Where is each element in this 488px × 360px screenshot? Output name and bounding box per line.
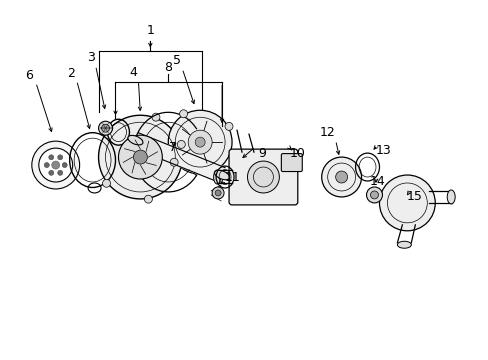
Ellipse shape	[214, 170, 229, 180]
Circle shape	[102, 124, 109, 132]
Text: 12: 12	[319, 126, 335, 139]
Ellipse shape	[128, 135, 142, 145]
Circle shape	[370, 191, 378, 199]
Text: 3: 3	[86, 51, 94, 64]
Circle shape	[32, 141, 80, 189]
Circle shape	[118, 135, 162, 179]
Ellipse shape	[397, 241, 410, 248]
Circle shape	[195, 137, 205, 147]
Circle shape	[188, 130, 212, 154]
Text: 10: 10	[289, 147, 305, 159]
Text: 7: 7	[169, 141, 177, 154]
Circle shape	[49, 155, 54, 160]
Circle shape	[179, 110, 187, 118]
Text: 9: 9	[258, 147, 265, 159]
Circle shape	[168, 110, 232, 174]
Circle shape	[366, 187, 382, 203]
Circle shape	[170, 158, 178, 166]
Circle shape	[58, 155, 62, 160]
Circle shape	[49, 170, 54, 175]
Text: 1: 1	[146, 24, 154, 37]
Circle shape	[44, 163, 49, 167]
Circle shape	[335, 171, 347, 183]
Circle shape	[152, 113, 160, 121]
Ellipse shape	[447, 190, 454, 204]
Circle shape	[177, 140, 185, 148]
Text: 2: 2	[66, 67, 75, 80]
Circle shape	[247, 161, 279, 193]
Circle shape	[99, 121, 112, 135]
Text: 8: 8	[164, 61, 172, 74]
Circle shape	[102, 179, 110, 187]
Circle shape	[144, 195, 152, 203]
Circle shape	[133, 150, 147, 164]
FancyBboxPatch shape	[281, 154, 302, 171]
Text: 5: 5	[173, 54, 181, 67]
Circle shape	[52, 161, 60, 169]
FancyBboxPatch shape	[228, 149, 297, 205]
Circle shape	[58, 170, 62, 175]
Circle shape	[215, 190, 221, 196]
Circle shape	[39, 148, 73, 182]
Text: 15: 15	[406, 190, 422, 203]
Text: 4: 4	[129, 66, 137, 79]
Text: 6: 6	[25, 69, 33, 82]
Circle shape	[379, 175, 434, 231]
Polygon shape	[132, 133, 224, 183]
Circle shape	[62, 163, 67, 167]
Text: 14: 14	[369, 175, 385, 189]
Circle shape	[99, 115, 182, 199]
Text: 11: 11	[224, 171, 241, 184]
Circle shape	[224, 122, 232, 130]
Circle shape	[321, 157, 361, 197]
Text: 13: 13	[375, 144, 390, 157]
Circle shape	[212, 187, 224, 199]
Ellipse shape	[213, 170, 220, 184]
Circle shape	[104, 124, 113, 132]
